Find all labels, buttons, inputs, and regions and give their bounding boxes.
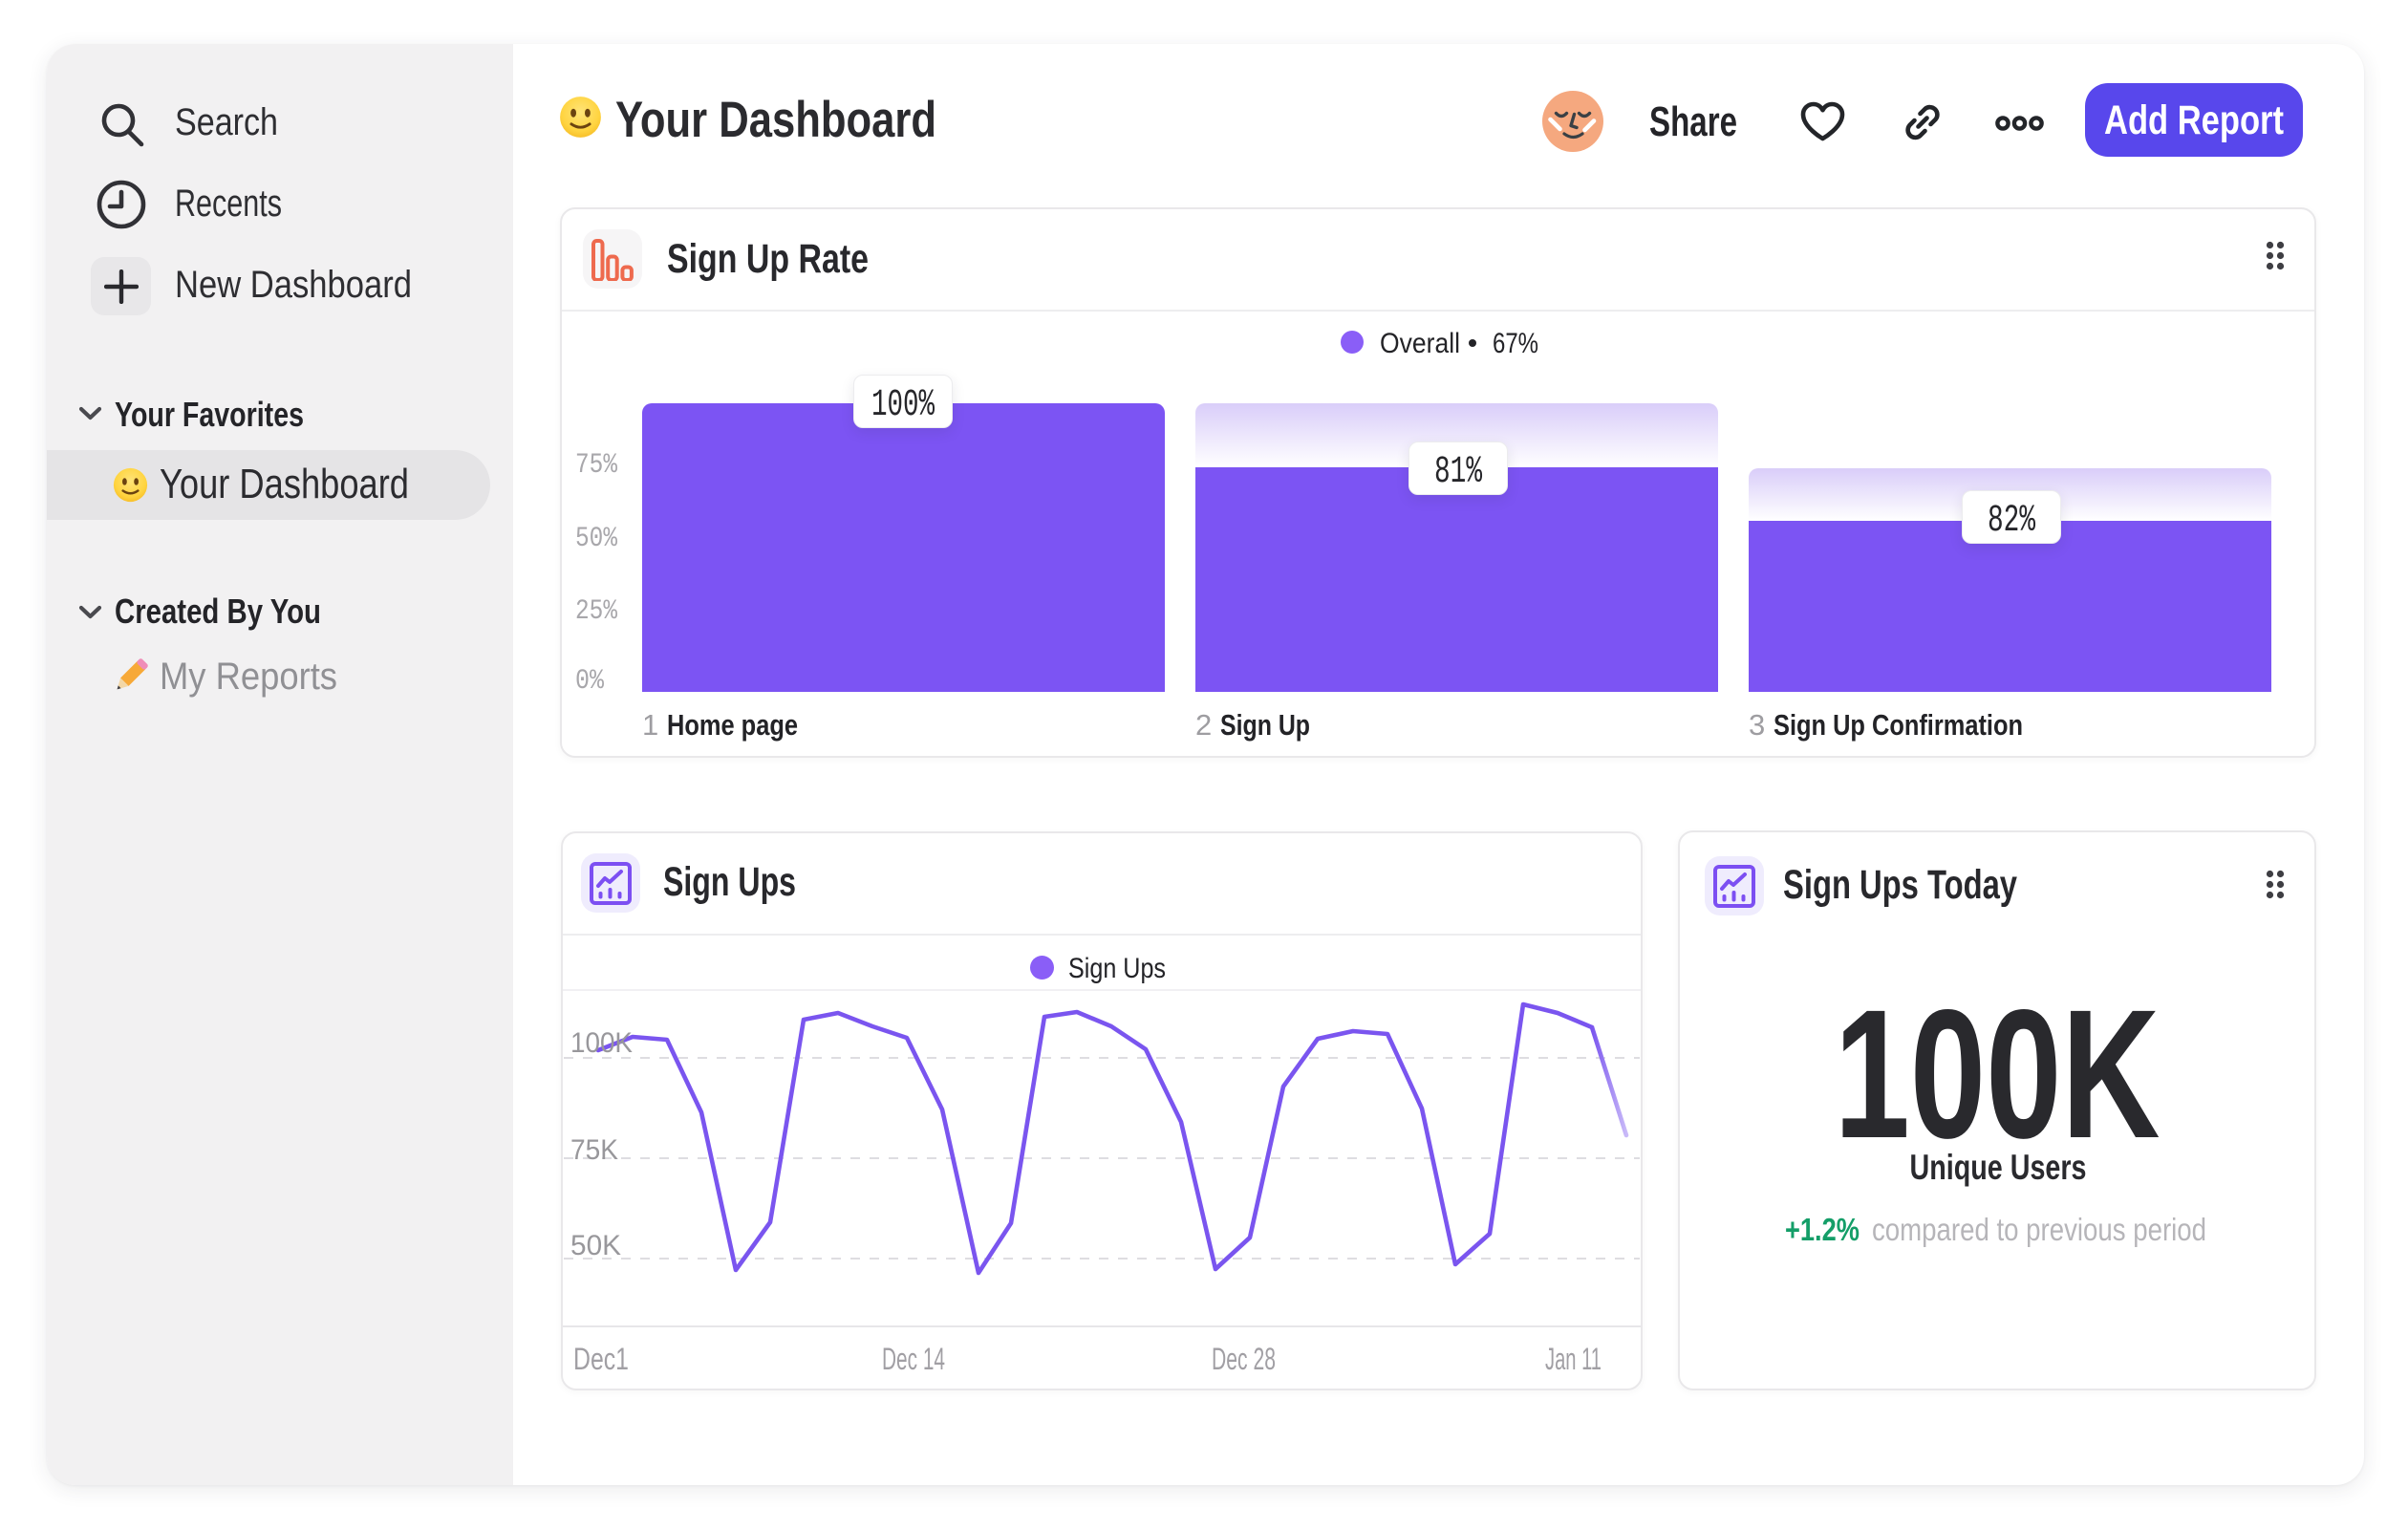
svg-text:Sign Up Rate: Sign Up Rate — [667, 236, 869, 282]
svg-text:100K: 100K — [1835, 971, 2161, 1176]
svg-text:Your Dashboard: Your Dashboard — [160, 461, 409, 507]
svg-text:My Reports: My Reports — [160, 656, 337, 698]
svg-text:82%: 82% — [1988, 500, 2036, 543]
svg-text:Dec 14: Dec 14 — [882, 1342, 945, 1376]
svg-text:Sign Up Confirmation: Sign Up Confirmation — [1774, 708, 2023, 742]
svg-text:Your Favorites: Your Favorites — [115, 395, 304, 434]
svg-text:Share: Share — [1649, 98, 1737, 145]
svg-text:Dec1: Dec1 — [573, 1342, 629, 1376]
svg-text:Sign Ups: Sign Ups — [1068, 953, 1166, 984]
svg-text:75K: 75K — [570, 1134, 618, 1166]
svg-text:100%: 100% — [871, 384, 935, 427]
svg-text:1: 1 — [642, 708, 658, 742]
svg-text:Sign Ups: Sign Ups — [663, 859, 796, 905]
svg-text:Unique Users: Unique Users — [1910, 1148, 2087, 1187]
svg-text:2: 2 — [1195, 708, 1212, 742]
svg-text:Created By You: Created By You — [115, 592, 321, 631]
svg-text:67%: 67% — [1493, 328, 1538, 359]
svg-text:75%: 75% — [575, 449, 618, 482]
svg-text:100K: 100K — [570, 1027, 633, 1059]
svg-text:50K: 50K — [570, 1230, 621, 1261]
svg-text:Add Report: Add Report — [2104, 97, 2284, 143]
svg-text:3: 3 — [1749, 708, 1765, 742]
svg-text:Recents: Recents — [175, 183, 282, 225]
svg-text:50%: 50% — [575, 523, 618, 555]
svg-text:Home page: Home page — [667, 708, 798, 742]
svg-text:Sign Up: Sign Up — [1220, 708, 1310, 742]
svg-text:Sign Ups Today: Sign Ups Today — [1783, 862, 2017, 908]
svg-text:compared to previous period: compared to previous period — [1872, 1212, 2206, 1247]
svg-text:Jan 11: Jan 11 — [1545, 1342, 1602, 1376]
svg-text:0%: 0% — [575, 665, 605, 698]
svg-text:New Dashboard: New Dashboard — [175, 264, 412, 306]
svg-text:81%: 81% — [1434, 451, 1483, 494]
svg-text:Overall: Overall — [1380, 328, 1460, 359]
svg-text:Dec 28: Dec 28 — [1212, 1342, 1276, 1376]
svg-text:25%: 25% — [575, 595, 618, 628]
svg-text:Your Dashboard: Your Dashboard — [615, 92, 936, 148]
svg-text:+1.2%: +1.2% — [1785, 1212, 1860, 1247]
svg-text:Search: Search — [175, 101, 278, 143]
